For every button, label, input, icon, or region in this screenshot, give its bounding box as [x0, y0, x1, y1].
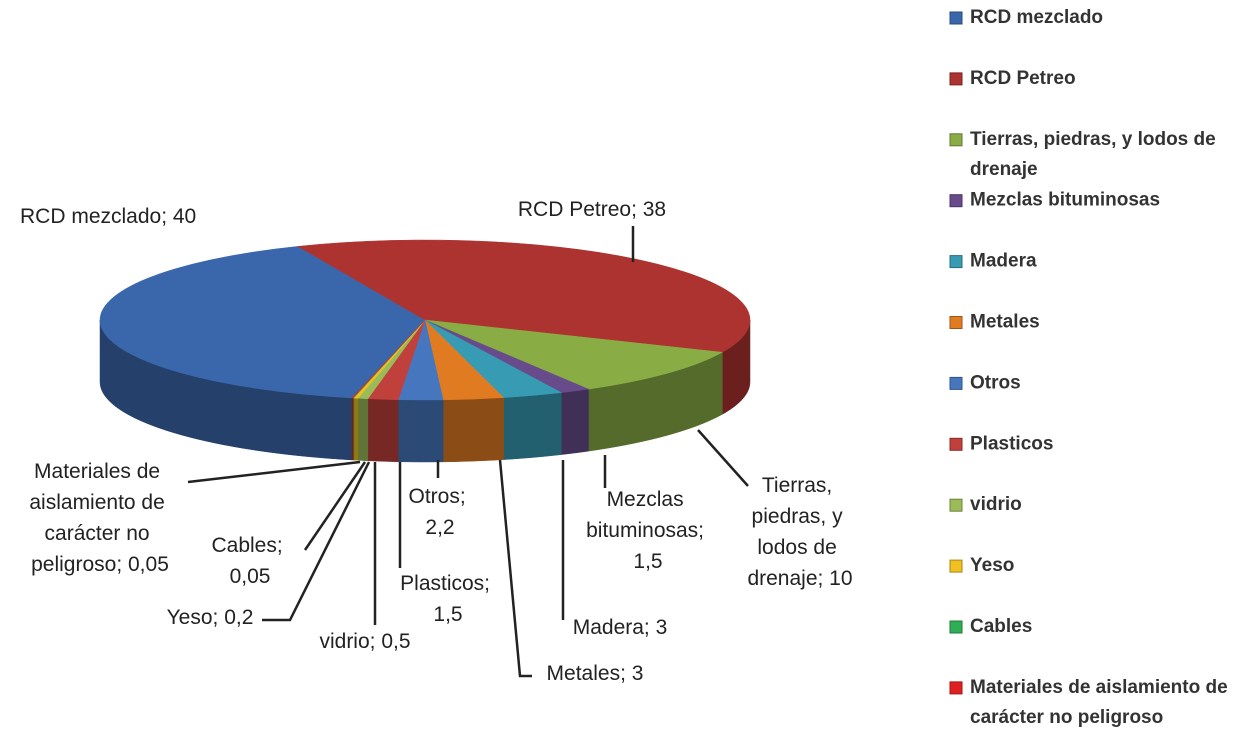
legend-label: Metales: [970, 312, 1040, 333]
legend-swatch: [949, 194, 963, 208]
pie-side: [398, 399, 444, 463]
legend: RCD mezclado RCD Petreo Tierras, piedras, …: [949, 7, 1233, 728]
legend-label: Tierras, piedras, y lodos de drenaje: [970, 129, 1221, 180]
pie-side: [442, 397, 504, 463]
pie-slice: [351, 319, 426, 399]
pie-tops: [99, 239, 751, 401]
data-label: Yeso; 0,2: [167, 606, 254, 629]
legend-swatch: [949, 498, 963, 512]
legend-swatch: [949, 72, 963, 86]
legend-swatch: [949, 559, 963, 573]
legend-swatch: [949, 316, 963, 329]
data-label: RCD Petreo; 38: [518, 198, 666, 221]
data-label: Madera; 3: [573, 616, 668, 639]
pie-side: [351, 397, 354, 461]
data-label: Materiales de aislamiento de carácter no…: [29, 460, 170, 576]
pie-side: [367, 398, 399, 462]
legend-label: vidrio: [970, 494, 1022, 515]
data-label: Cables; 0,05: [211, 534, 288, 588]
data-label: Otros; 2,2: [408, 485, 471, 539]
legend-label: RCD mezclado: [970, 7, 1103, 28]
pie-slice: [424, 319, 724, 390]
legend-label: Materiales de aislamiento de carácter no…: [970, 677, 1233, 728]
legend-swatch: [949, 255, 963, 269]
pie-slice: [297, 239, 751, 353]
legend-label: Madera: [970, 251, 1037, 272]
legend-label: Mezclas bituminosas: [970, 190, 1160, 211]
legend-swatch: [949, 620, 963, 634]
pie-slice: [99, 246, 426, 399]
leader-line: [303, 461, 367, 551]
legend-swatch: [949, 437, 963, 451]
legend-label: Plasticos: [970, 433, 1053, 454]
data-label: RCD mezclado; 40: [20, 205, 196, 228]
pie-side: [503, 392, 562, 460]
leader-line: [498, 459, 532, 678]
data-label: Tierras, piedras, y lodos de drenaje; 10: [747, 474, 852, 590]
legend-label: RCD Petreo: [970, 68, 1076, 89]
data-label: Plasticos; 1,5: [400, 572, 496, 626]
leader-line: [697, 429, 749, 487]
data-label: Mezclas bituminosas; 1,5: [586, 488, 710, 573]
legend-swatch: [949, 11, 963, 25]
leader-line: [262, 461, 371, 622]
data-label: Metales; 3: [547, 662, 644, 685]
pie-sides: [99, 319, 751, 463]
data-label: vidrio; 0,5: [319, 630, 410, 653]
legend-label: Otros: [970, 372, 1021, 393]
leader-line: [187, 460, 361, 484]
pie-side: [353, 397, 359, 461]
pie-side: [357, 398, 369, 462]
legend-swatch: [949, 376, 963, 390]
legend-swatch: [949, 681, 963, 695]
legend-label: Cables: [970, 616, 1032, 637]
legend-swatch: [949, 133, 963, 147]
legend-label: Yeso: [970, 555, 1014, 576]
pie-side: [561, 388, 589, 455]
data-labels: RCD mezclado; 40 RCD Petreo; 38 Tierras, p…: [20, 198, 853, 685]
